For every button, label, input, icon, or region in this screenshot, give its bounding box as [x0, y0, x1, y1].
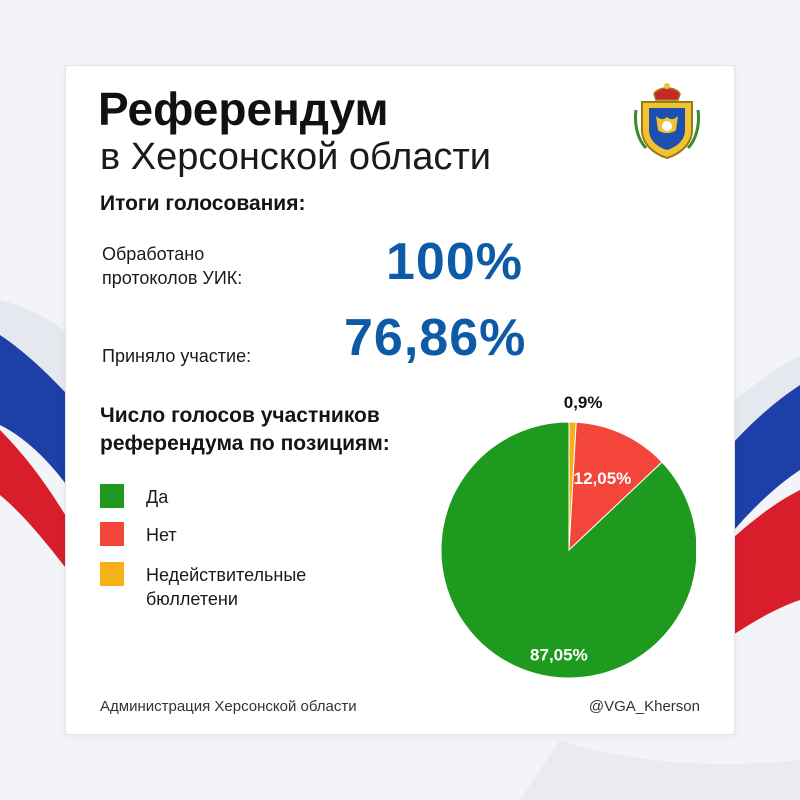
pie-slice-no — [568, 421, 663, 552]
legend-label-invalid-line1: Недействительные — [146, 565, 307, 585]
kherson-coat-of-arms-icon — [634, 83, 700, 160]
legend-label-no: Нет — [146, 525, 177, 545]
footer-handle[interactable]: @VGA_Kherson — [588, 698, 700, 715]
legend-swatch-invalid — [100, 562, 124, 586]
processed-label: Обработано протоколов УИК: — [102, 242, 242, 290]
processed-label-line2: протоколов УИК: — [102, 268, 243, 288]
infographic-card: Референдум в Херсонской области Итоги го… — [66, 66, 734, 734]
turnout-value: 76,86% — [344, 309, 527, 367]
pie-label-no: 12,05% — [574, 469, 632, 488]
processed-value: 100% — [386, 233, 523, 291]
chart-heading: Число голосов участников референдума по … — [100, 402, 440, 458]
turnout-label: Приняло участие: — [102, 346, 252, 366]
legend-swatch-no — [100, 522, 124, 546]
legend-label-invalid: Недействительные бюллетени — [146, 563, 306, 611]
page-title: Референдум — [98, 83, 389, 135]
footer-source: Администрация Херсонской области — [100, 698, 357, 715]
chart-heading-line1: Число голосов участников — [100, 404, 380, 427]
legend-label-yes: Да — [146, 487, 169, 507]
pie-label-yes: 87,05% — [530, 646, 588, 665]
processed-label-line1: Обработано — [102, 244, 205, 264]
pie-slice-yes — [440, 421, 696, 679]
results-heading: Итоги голосования: — [100, 192, 306, 215]
pie-label-invalid: 0,9% — [564, 393, 603, 412]
legend-label-invalid-line2: бюллетени — [146, 589, 238, 609]
ribbon-bottom-white — [520, 740, 800, 800]
page-subtitle: в Херсонской области — [100, 136, 492, 178]
pie-chart: 0,9% 12,05% 87,05% — [440, 393, 696, 679]
legend-swatch-yes — [100, 484, 124, 508]
chart-heading-line2: референдума по позициям: — [100, 432, 390, 455]
